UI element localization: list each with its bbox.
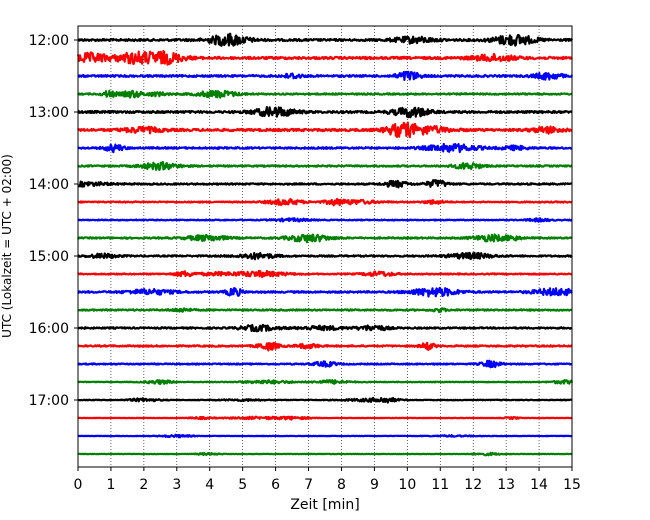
seismogram-trace bbox=[77, 341, 573, 352]
x-tick-label: 7 bbox=[304, 477, 313, 493]
seismogram-trace bbox=[77, 433, 573, 439]
seismogram-trace bbox=[77, 121, 573, 139]
y-tick-label: 14:00 bbox=[29, 177, 69, 193]
y-tick-label: 12:00 bbox=[29, 33, 69, 49]
x-tick-label: 12 bbox=[464, 477, 482, 493]
x-tick-label: 8 bbox=[337, 477, 346, 493]
plot-frame bbox=[77, 25, 573, 468]
x-tick-label: 11 bbox=[431, 477, 449, 493]
seismogram-trace bbox=[77, 379, 574, 386]
trace-lines bbox=[76, 32, 574, 457]
seismogram-trace bbox=[77, 269, 573, 279]
x-tick-label: 0 bbox=[74, 477, 83, 493]
seismogram-trace bbox=[77, 451, 573, 457]
y-tick-label: 15:00 bbox=[29, 249, 69, 265]
seismogram-trace bbox=[77, 179, 573, 189]
seismogram-trace bbox=[77, 160, 573, 171]
x-tick-label: 14 bbox=[530, 477, 548, 493]
seismogram-trace bbox=[77, 251, 573, 261]
seismogram-trace bbox=[77, 197, 573, 207]
y-tick-label: 13:00 bbox=[29, 105, 69, 121]
x-ticks: 0 1 2 3 4 5 6 7 8 9 10 11 12 13 14 15 bbox=[74, 467, 581, 493]
seismogram-trace bbox=[76, 50, 573, 66]
seismogram-trace bbox=[77, 323, 573, 333]
x-tick-label: 1 bbox=[106, 477, 115, 493]
y-axis-label: UTC (Lokalzeit = UTC + 02:00) bbox=[0, 154, 14, 338]
y-tick-label: 16:00 bbox=[29, 321, 69, 337]
x-tick-label: 4 bbox=[205, 477, 214, 493]
seismogram-trace bbox=[77, 217, 573, 223]
seismogram-trace bbox=[77, 70, 574, 81]
seismogram-trace bbox=[77, 89, 573, 99]
y-ticks: 12:00 13:00 14:00 15:00 16:00 17:00 bbox=[29, 33, 78, 409]
seismogram-trace bbox=[77, 286, 573, 298]
x-tick-label: 9 bbox=[370, 477, 379, 493]
seismogram-trace bbox=[77, 233, 573, 244]
x-tick-label: 6 bbox=[271, 477, 280, 493]
y-tick-label: 17:00 bbox=[29, 393, 69, 409]
x-axis-label: Zeit [min] bbox=[290, 497, 359, 513]
seismogram-trace bbox=[77, 106, 573, 119]
seismogram-trace bbox=[77, 359, 573, 369]
seismogram-trace bbox=[77, 415, 573, 421]
seismogram-trace bbox=[77, 307, 573, 314]
x-tick-label: 15 bbox=[563, 477, 581, 493]
seismogram-trace bbox=[77, 396, 573, 404]
seismogram-trace bbox=[77, 142, 573, 154]
x-tick-label: 5 bbox=[238, 477, 247, 493]
x-tick-label: 2 bbox=[139, 477, 148, 493]
x-tick-label: 3 bbox=[172, 477, 181, 493]
x-tick-label: 13 bbox=[497, 477, 515, 493]
seismogram-trace bbox=[77, 32, 573, 47]
x-tick-label: 10 bbox=[398, 477, 416, 493]
